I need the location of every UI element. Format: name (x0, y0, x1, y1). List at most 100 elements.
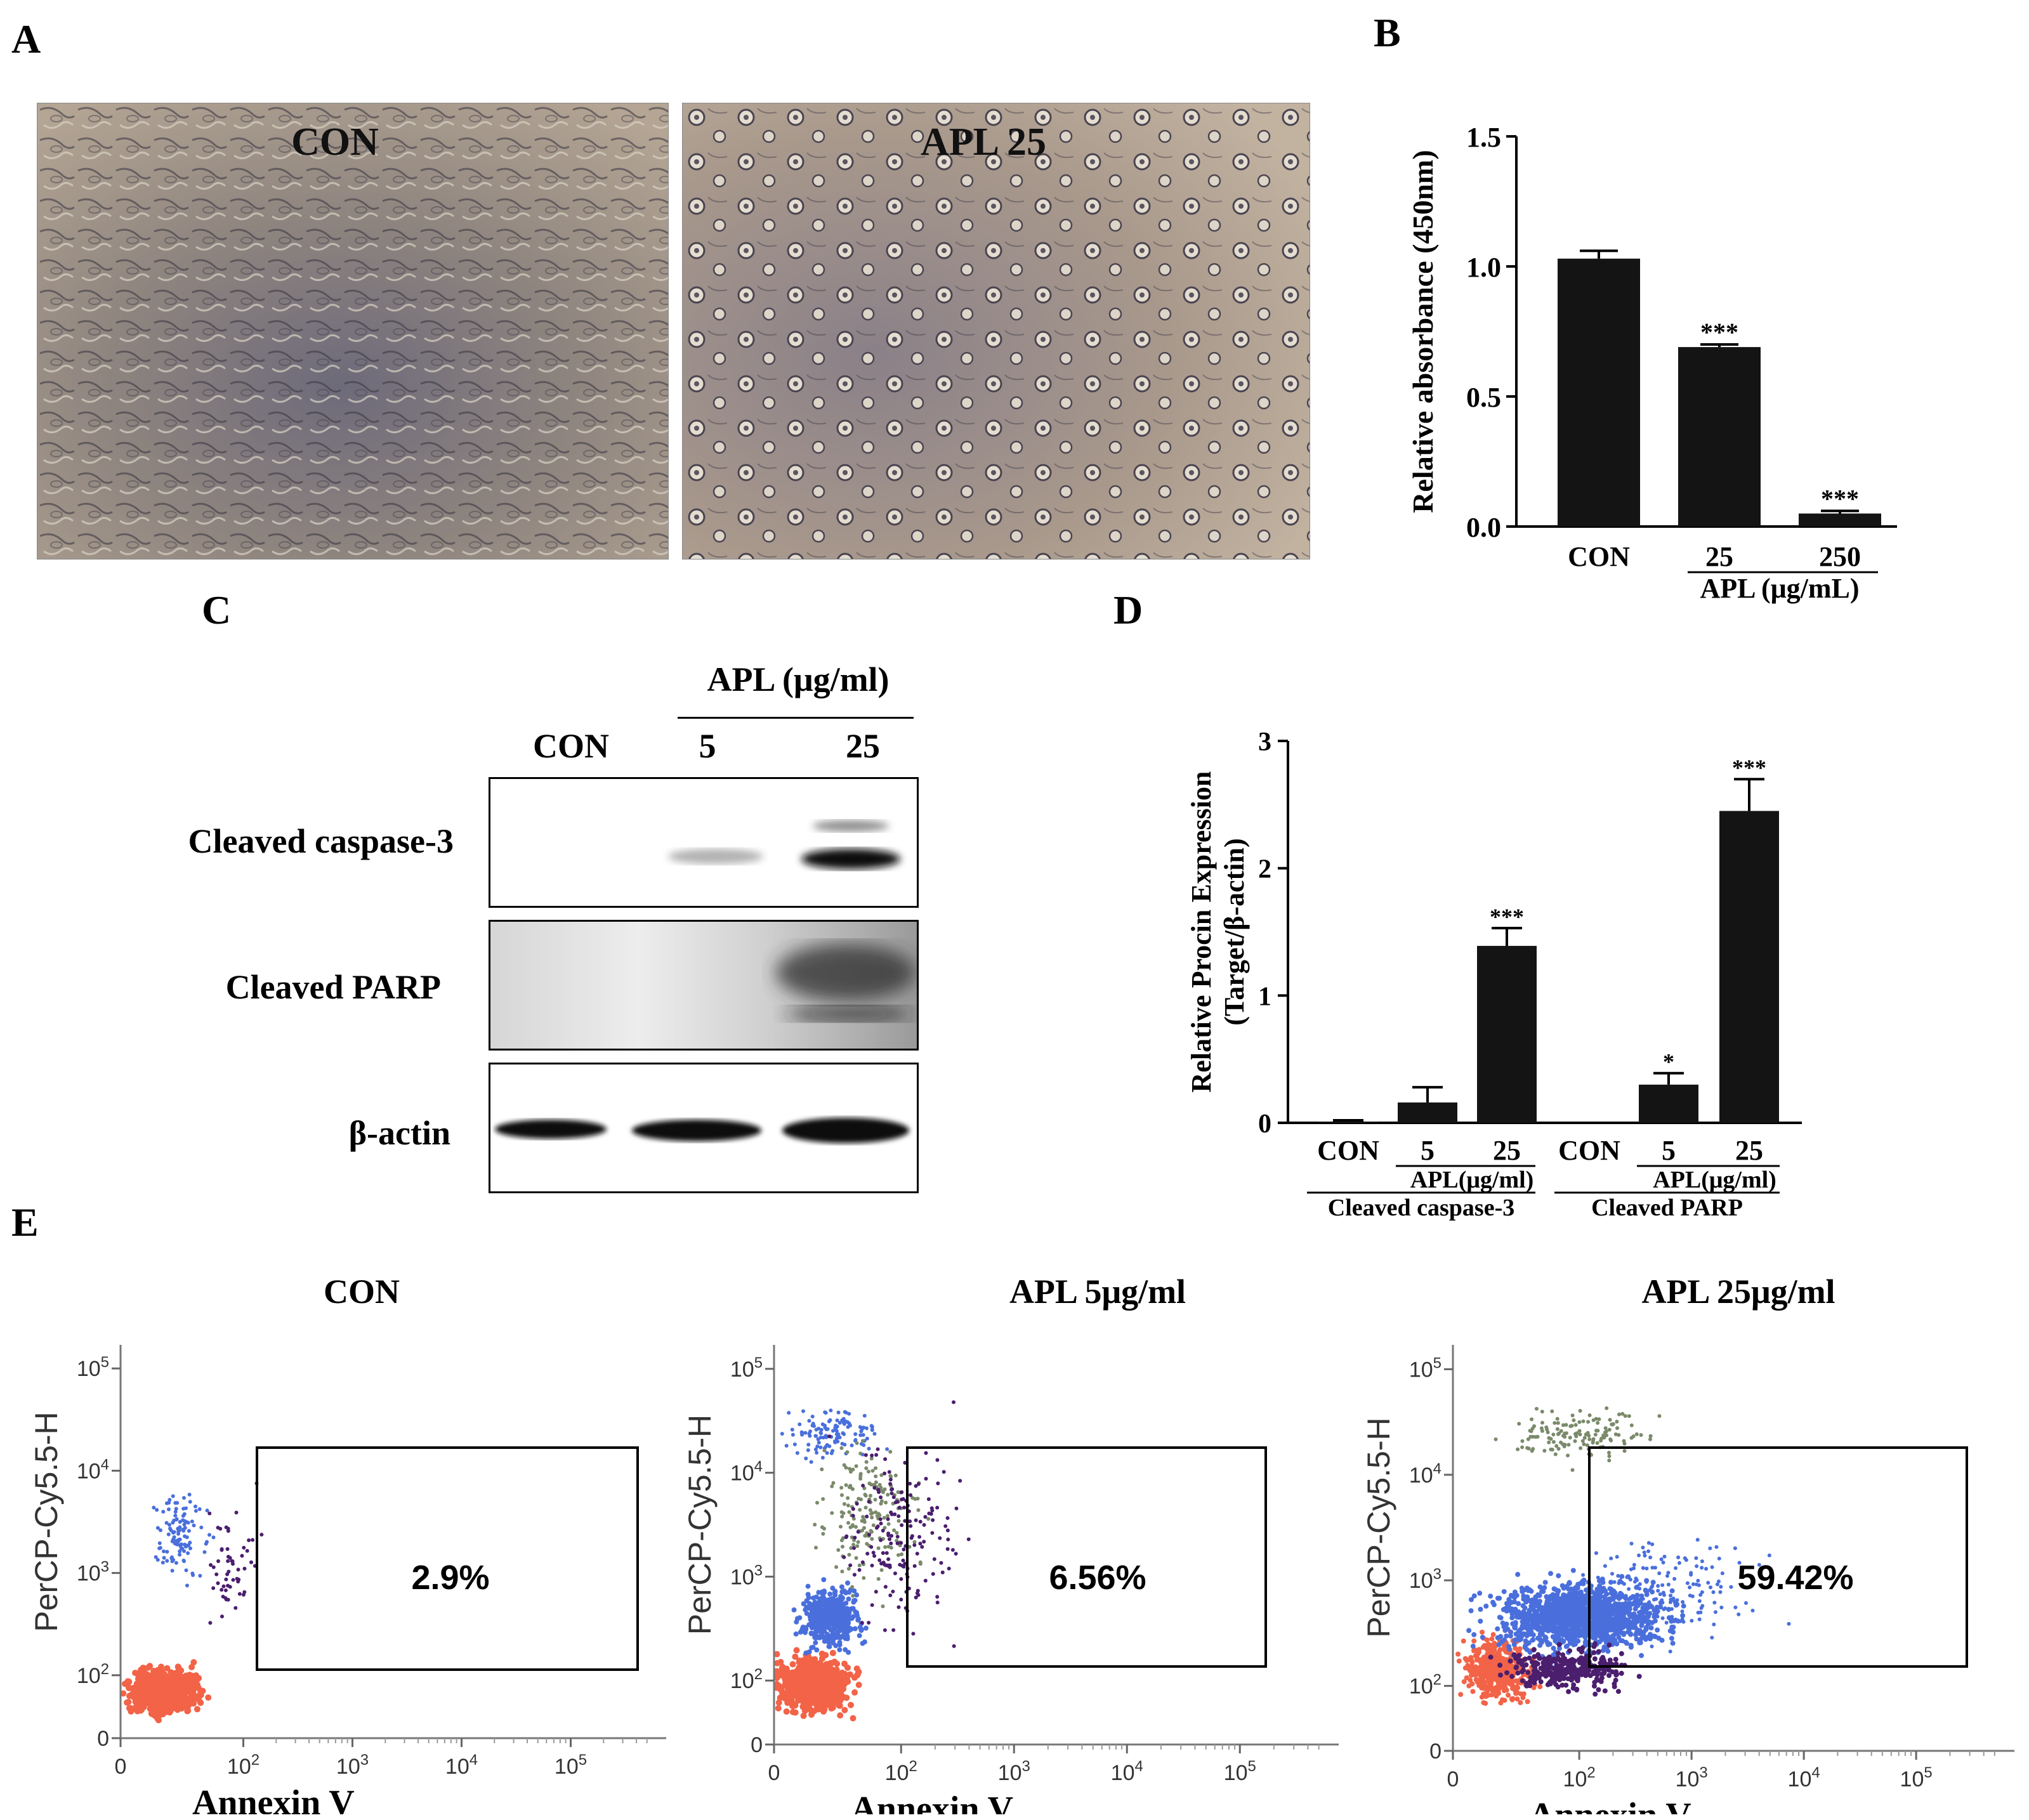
fc-event-dot (153, 1682, 160, 1689)
fc-event-dot (155, 1526, 160, 1530)
fc-event-dot (178, 1552, 182, 1557)
fc-event-dot (1617, 1412, 1621, 1417)
fc-event-dot (164, 1501, 169, 1505)
fc-event-dot (1474, 1657, 1480, 1663)
fc-event-dot (170, 1568, 174, 1573)
fc-event-dot (1615, 1689, 1621, 1694)
fc-event-dot (220, 1614, 224, 1619)
fc-event-dot (869, 1424, 874, 1428)
fc-event-dot (1570, 1424, 1574, 1428)
fc-event-dot (190, 1519, 194, 1524)
fc-event-dot (1628, 1578, 1632, 1582)
fc-event-dot (1490, 1688, 1495, 1694)
fc-event-dot (190, 1700, 197, 1707)
fc-event-dot (815, 1679, 822, 1686)
fc-event-dot (822, 1628, 827, 1634)
fc-event-dot (1787, 1621, 1791, 1626)
fc-event-dot (1606, 1673, 1612, 1679)
fc-event-dot (918, 1562, 923, 1566)
fc-event-dot (791, 1607, 797, 1613)
fc-event-dot (1757, 1562, 1761, 1567)
fc-event-dot (1551, 1646, 1556, 1651)
fc-event-dot (841, 1623, 846, 1628)
fc-event-dot (848, 1424, 852, 1428)
fc-event-dot (209, 1562, 213, 1567)
fc-xtick-label: 104 (445, 1751, 478, 1779)
fc-event-dot (199, 1525, 204, 1529)
fc-event-dot (182, 1522, 187, 1527)
fc-event-dot (1513, 1606, 1518, 1612)
fc-event-dot (917, 1535, 922, 1539)
fc-event-dot (818, 1430, 823, 1435)
fc-event-dot (1634, 1636, 1639, 1642)
fc-event-dot (879, 1538, 883, 1542)
fc-event-dot (1496, 1642, 1502, 1647)
fc-event-dot (1603, 1564, 1607, 1568)
fc-event-dot (879, 1521, 883, 1526)
fc-event-dot (1497, 1595, 1502, 1601)
panel-label-a: A (11, 16, 41, 62)
fc-event-dot (914, 1595, 918, 1600)
fc-event-dot (1595, 1588, 1601, 1594)
b-xtick-label: 25 (1705, 541, 1733, 572)
fc-event-dot (1616, 1625, 1620, 1629)
fc-event-dot (1673, 1602, 1679, 1608)
fc-event-dot (227, 1569, 231, 1574)
fc-event-dot (809, 1460, 813, 1464)
wb-lane-con: CON (533, 727, 609, 765)
fc-event-dot (858, 1497, 863, 1502)
fc-event-dot (884, 1500, 888, 1505)
fc-event-dot (140, 1665, 147, 1672)
fc-event-dot (931, 1518, 935, 1522)
fc-event-dot (1500, 1620, 1506, 1626)
fc-event-dot (810, 1415, 815, 1419)
fc-event-dot (190, 1659, 197, 1666)
fc-event-dot (1621, 1604, 1627, 1609)
fc-event-dot (1563, 1621, 1569, 1627)
fc-event-dot (1669, 1594, 1673, 1598)
fc-event-dot (167, 1526, 172, 1531)
fc-event-dot (1480, 1671, 1485, 1677)
fc-event-dot (1491, 1660, 1497, 1666)
fc-event-dot (1619, 1670, 1624, 1676)
fc-event-dot (1619, 1630, 1624, 1635)
fc-event-dot (825, 1633, 831, 1639)
fc-event-dot (1561, 1434, 1565, 1438)
fc-event-dot (1566, 1453, 1570, 1458)
fc-event-dot (1648, 1603, 1653, 1607)
fc-event-dot (1602, 1615, 1608, 1621)
fc-event-dot (1633, 1632, 1639, 1638)
fc-event-dot (1513, 1678, 1519, 1684)
fc-event-dot (930, 1509, 935, 1513)
fc-event-dot (223, 1588, 228, 1592)
fc-event-dot (886, 1557, 891, 1561)
fc-event-dot (830, 1484, 834, 1489)
fc-event-dot (1647, 1600, 1651, 1604)
fc-event-dot (1603, 1588, 1608, 1594)
fc-event-dot (857, 1625, 863, 1630)
fc-event-dot (1555, 1651, 1561, 1656)
d-xtick-label: CON (1558, 1135, 1620, 1166)
fc-event-dot (818, 1629, 824, 1635)
fc-event-dot (874, 1466, 878, 1470)
fc-event-dot (1650, 1566, 1655, 1570)
fc-event-dot (1484, 1658, 1490, 1664)
fc-xtick-label: 105 (1224, 1758, 1256, 1785)
fc-event-dot (848, 1467, 852, 1471)
fc-event-dot (1623, 1414, 1627, 1418)
fc-event-dot (1507, 1607, 1513, 1613)
fc-event-dot (1600, 1654, 1606, 1660)
fc-event-dot (923, 1515, 928, 1519)
fc-event-dot (834, 1680, 841, 1687)
fc-event-dot (822, 1424, 827, 1428)
fc-event-dot (197, 1699, 204, 1706)
fc-event-dot (804, 1692, 811, 1699)
fc-event-dot (1712, 1601, 1717, 1605)
fc-event-dot (166, 1532, 171, 1536)
fc-event-dot (889, 1541, 893, 1545)
fc-event-dot (879, 1499, 884, 1503)
fc-event-dot (1678, 1619, 1682, 1623)
fc-event-dot (180, 1676, 187, 1683)
fc-event-dot (174, 1517, 179, 1521)
fc-event-dot (876, 1577, 881, 1581)
